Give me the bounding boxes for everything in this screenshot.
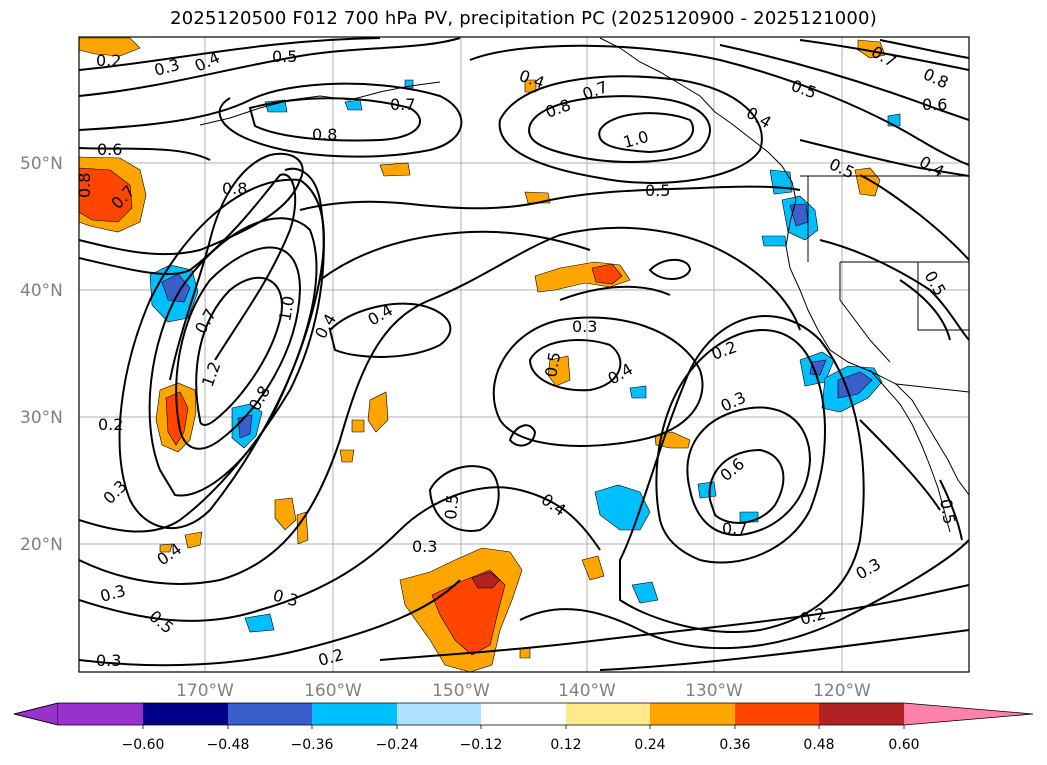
lat-label: 40°N bbox=[20, 281, 63, 301]
colorbar-segment bbox=[566, 703, 650, 725]
contour-label: 0.6 bbox=[97, 140, 122, 159]
colorbar-segment bbox=[397, 703, 481, 725]
contour-label: 0.2 bbox=[98, 415, 123, 434]
contour-label: 0.5 bbox=[541, 350, 564, 378]
lon-label: 160°W bbox=[304, 681, 362, 701]
colorbar-tick-label: 0.48 bbox=[803, 737, 834, 753]
contour-label: 1.0 bbox=[275, 294, 298, 322]
contour-label: 0.6 bbox=[922, 95, 947, 114]
colorbar-tick-label: 0.60 bbox=[888, 737, 919, 753]
contour-label: 0.5 bbox=[936, 497, 959, 525]
colorbar-segment bbox=[650, 703, 735, 725]
map-title: 2025120500 F012 700 hPa PV, precipitatio… bbox=[170, 8, 877, 29]
contour-label: 0.5 bbox=[441, 493, 462, 520]
colorbar-segment bbox=[143, 703, 228, 725]
colorbar-segment bbox=[312, 703, 397, 725]
colorbar-segment bbox=[58, 703, 143, 725]
colorbar-tick-label: 0.36 bbox=[719, 737, 750, 753]
colorbar-tick-label: −0.48 bbox=[207, 737, 250, 753]
map-background bbox=[79, 37, 969, 672]
lon-label: 150°W bbox=[432, 681, 490, 701]
colorbar-tick-label: 0.12 bbox=[550, 737, 581, 753]
lon-label: 120°W bbox=[813, 681, 871, 701]
latitude-labels: 50°N 40°N 30°N 20°N bbox=[20, 154, 63, 555]
contour-label: 0.8 bbox=[75, 173, 94, 198]
lon-label: 170°W bbox=[176, 681, 234, 701]
contour-label: 0.8 bbox=[312, 125, 337, 144]
contour-label: 0.2 bbox=[96, 51, 121, 70]
contour-label: 0.7 bbox=[390, 95, 415, 114]
colorbar: −0.60 −0.48 −0.36 −0.24 −0.12 0.12 0.24 … bbox=[13, 702, 1034, 753]
colorbar-tick-label: −0.24 bbox=[376, 737, 419, 753]
contour-label: 0.3 bbox=[96, 651, 121, 670]
colorbar-tick-label: 0.24 bbox=[634, 737, 665, 753]
contour-label: 0.8 bbox=[222, 179, 247, 198]
map-frame bbox=[78, 36, 970, 673]
colorbar-segment bbox=[735, 703, 819, 725]
pv-contours bbox=[79, 37, 969, 671]
contour-label: 0.5 bbox=[645, 181, 670, 200]
colorbar-tick-label: −0.12 bbox=[460, 737, 503, 753]
contour-label: 0.3 bbox=[572, 317, 597, 336]
lon-label: 140°W bbox=[558, 681, 616, 701]
contour-label: 0.3 bbox=[412, 537, 437, 556]
contour-label: 0.5 bbox=[272, 47, 297, 66]
lat-label: 30°N bbox=[20, 408, 63, 428]
colorbar-extend-high bbox=[904, 703, 1033, 725]
colorbar-tick-label: −0.60 bbox=[122, 737, 165, 753]
longitude-labels: 170°W 160°W 150°W 140°W 130°W 120°W bbox=[176, 681, 871, 701]
colorbar-segment bbox=[481, 703, 566, 725]
colorbar-segment bbox=[228, 703, 312, 725]
colorbar-extend-low bbox=[13, 702, 59, 726]
lat-label: 20°N bbox=[20, 535, 63, 555]
colorbar-tick-label: −0.36 bbox=[291, 737, 334, 753]
colorbar-segment bbox=[819, 703, 904, 725]
lon-label: 130°W bbox=[685, 681, 743, 701]
lat-label: 50°N bbox=[20, 154, 63, 174]
contour-label: 0.7 bbox=[722, 519, 747, 538]
